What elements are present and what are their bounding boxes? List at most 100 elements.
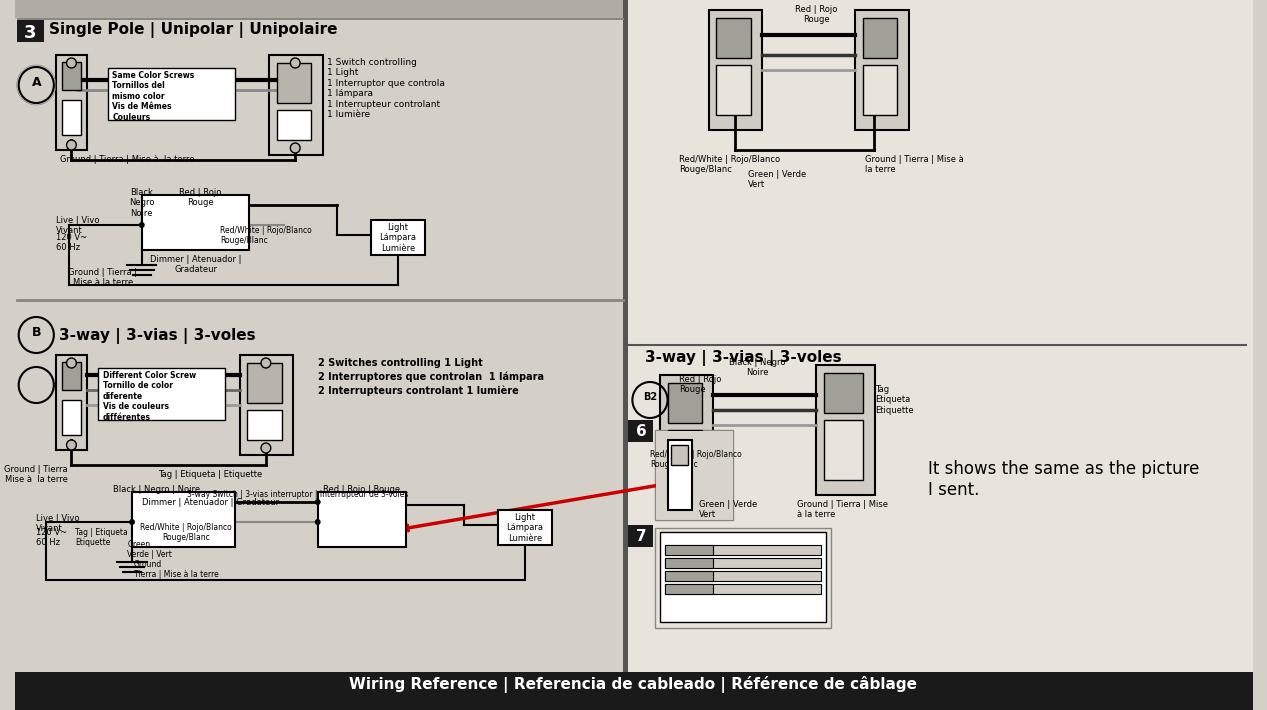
Bar	[498, 510, 552, 545]
Bar	[855, 10, 908, 130]
Text: Red/White | Rojo/Blanco
Rouge/Blanc: Red/White | Rojo/Blanco Rouge/Blanc	[139, 523, 232, 542]
Circle shape	[67, 358, 76, 368]
Text: Red/White | Rojo/Blanco
Rouge/Blanc: Red/White | Rojo/Blanco Rouge/Blanc	[679, 155, 780, 175]
Text: Tag | Etiqueta | Etiquette: Tag | Etiqueta | Etiquette	[158, 470, 262, 479]
Bar	[98, 368, 224, 420]
Circle shape	[139, 222, 144, 228]
Bar	[108, 68, 234, 120]
Bar	[665, 558, 713, 568]
Text: 3-way | 3-vias | 3-voles: 3-way | 3-vias | 3-voles	[58, 328, 256, 344]
Bar	[62, 62, 81, 90]
Bar	[655, 430, 734, 520]
Text: Light
Lámpara
Lumière: Light Lámpara Lumière	[507, 513, 544, 543]
Bar	[863, 65, 897, 115]
Circle shape	[314, 519, 321, 525]
Circle shape	[314, 499, 321, 505]
Text: Tag
Etiqueta
Etiquette: Tag Etiqueta Etiquette	[874, 385, 914, 415]
Circle shape	[67, 440, 76, 450]
Bar	[816, 365, 874, 495]
Text: Ground | Tierra | Mise à
la terre: Ground | Tierra | Mise à la terre	[865, 155, 964, 175]
Bar	[622, 0, 628, 672]
Text: Green | Verde
Vert: Green | Verde Vert	[748, 170, 806, 190]
Text: 120 V~
60 Hz: 120 V~ 60 Hz	[37, 528, 67, 547]
Bar	[247, 410, 281, 440]
Bar	[15, 0, 626, 672]
Circle shape	[129, 519, 136, 525]
Bar	[665, 571, 821, 581]
Circle shape	[67, 140, 76, 150]
Bar	[247, 363, 281, 403]
Bar	[668, 430, 702, 480]
Text: Red | Rojo | Rouge: Red | Rojo | Rouge	[323, 485, 400, 494]
Bar	[132, 492, 234, 547]
Text: Live | Vivo
Vivant: Live | Vivo Vivant	[37, 514, 80, 533]
Bar	[665, 545, 821, 555]
Text: Dimmer | Atenuador | Gradateur: Dimmer | Atenuador | Gradateur	[142, 498, 279, 507]
Text: 1 Switch controlling
1 Light
1 Interruptor que controla
1 lámpara
1 Interrupteur: 1 Switch controlling 1 Light 1 Interrupt…	[327, 58, 446, 119]
Text: Ground | Tierra
Mise à  la terre: Ground | Tierra Mise à la terre	[5, 465, 68, 484]
Text: Black | Negro
Noire: Black | Negro Noire	[730, 358, 786, 378]
Text: Green
Verde | Vert: Green Verde | Vert	[127, 540, 172, 559]
Bar	[628, 525, 653, 547]
Text: Red | Rojo
Rouge: Red | Rojo Rouge	[679, 375, 722, 394]
Text: B2: B2	[642, 392, 658, 402]
Text: 3-way | 3-vias | 3-voles: 3-way | 3-vias | 3-voles	[645, 350, 841, 366]
Text: Red | Rojo
Rouge: Red | Rojo Rouge	[794, 5, 837, 24]
Text: 2 Switches controlling 1 Light: 2 Switches controlling 1 Light	[318, 358, 483, 368]
Circle shape	[290, 58, 300, 68]
Text: Ground | Tierra | Mise à  la terre: Ground | Tierra | Mise à la terre	[60, 155, 194, 164]
Bar	[672, 445, 688, 465]
Bar	[62, 100, 81, 135]
Bar	[142, 195, 250, 250]
Text: Dimmer | Atenuador |
Gradateur: Dimmer | Atenuador | Gradateur	[150, 255, 241, 274]
Bar	[239, 355, 293, 455]
Text: 120 V~
60 Hz: 120 V~ 60 Hz	[56, 233, 87, 252]
Text: Ground
Tierra | Mise à la terre: Ground Tierra | Mise à la terre	[134, 560, 219, 579]
Bar	[708, 10, 763, 130]
Text: Ground | Tierra |
Mise à la terre: Ground | Tierra | Mise à la terre	[68, 268, 137, 288]
Circle shape	[67, 58, 76, 68]
Bar	[318, 492, 405, 547]
Text: Wiring Reference | Referencia de cableado | Référence de câblage: Wiring Reference | Referencia de cablead…	[350, 676, 917, 693]
Text: A: A	[32, 75, 41, 89]
Text: B: B	[32, 325, 41, 339]
Text: Red/White | Rojo/Blanco
Rouge/Blanc: Red/White | Rojo/Blanco Rouge/Blanc	[220, 226, 312, 246]
Bar	[660, 375, 713, 495]
Bar	[628, 420, 653, 442]
Bar	[665, 558, 821, 568]
Bar	[665, 584, 821, 594]
Bar	[371, 220, 426, 255]
Text: Tag | Etiqueta
Etiquette: Tag | Etiqueta Etiquette	[75, 528, 128, 547]
Text: 2 Interruptores que controlan  1 lámpara: 2 Interruptores que controlan 1 lámpara	[318, 372, 544, 383]
Bar	[716, 18, 750, 58]
Bar	[276, 63, 310, 103]
Bar	[16, 18, 623, 20]
Text: It shows the same as the picture
I sent.: It shows the same as the picture I sent.	[929, 460, 1200, 499]
Bar	[56, 355, 87, 450]
Text: 3: 3	[24, 24, 37, 42]
Text: 2 Interrupteurs controlant 1 lumière: 2 Interrupteurs controlant 1 lumière	[318, 386, 518, 396]
Text: Black | Negro | Noire: Black | Negro | Noire	[113, 485, 200, 494]
Bar	[824, 373, 863, 413]
Bar	[665, 584, 713, 594]
Bar	[668, 440, 692, 510]
Bar	[56, 55, 87, 150]
Bar	[626, 0, 1253, 672]
Text: Different Color Screw
Tornillo de color
diferente
Vis de couleurs
différentes: Different Color Screw Tornillo de color …	[103, 371, 196, 422]
Text: Black
Negro
Noire: Black Negro Noire	[129, 188, 155, 218]
Text: Live | Vivo
Vivant: Live | Vivo Vivant	[56, 216, 99, 236]
Bar	[16, 20, 44, 42]
Bar	[824, 420, 863, 480]
Bar	[276, 110, 310, 140]
Text: Single Pole | Unipolar | Unipolaire: Single Pole | Unipolar | Unipolaire	[49, 22, 337, 38]
Bar	[15, 672, 1253, 710]
Text: Same Color Screws
Tornillos del
mismo color
Vis de Mêmes
Couleurs: Same Color Screws Tornillos del mismo co…	[113, 71, 195, 121]
Text: Ground | Tierra | Mise
à la terre: Ground | Tierra | Mise à la terre	[797, 500, 888, 520]
Bar	[656, 431, 732, 519]
Bar	[269, 55, 323, 155]
Text: Light
Lámpara
Lumière: Light Lámpara Lumière	[379, 223, 417, 253]
Text: Green | Verde
Vert: Green | Verde Vert	[699, 500, 758, 520]
Bar	[660, 532, 826, 622]
Text: 7: 7	[636, 529, 646, 544]
Text: Red | Rojo
Rouge: Red | Rojo Rouge	[179, 188, 222, 207]
